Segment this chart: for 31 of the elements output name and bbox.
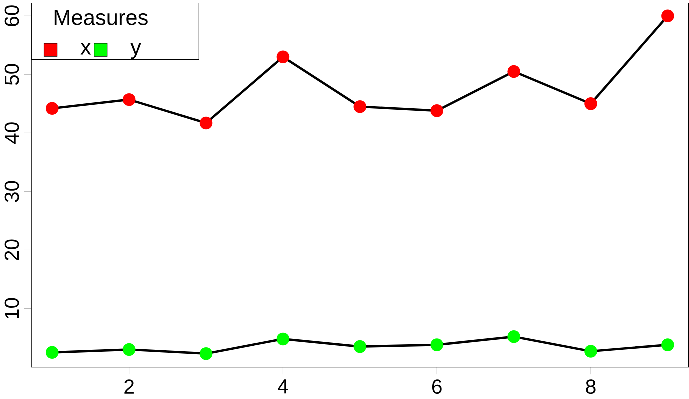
legend-title: Measures <box>54 10 148 26</box>
point <box>584 345 598 358</box>
point <box>200 116 213 130</box>
y-tick-label: 60 <box>4 6 20 26</box>
point <box>662 10 674 23</box>
point <box>276 332 290 346</box>
point <box>508 65 520 78</box>
point <box>354 340 367 354</box>
y-tick-label: 10 <box>4 298 20 319</box>
x-tick-label: 2 <box>124 380 134 394</box>
point <box>662 338 674 352</box>
point <box>46 346 59 360</box>
y-tick-label: 20 <box>4 240 20 261</box>
point <box>122 343 136 356</box>
point <box>122 93 136 106</box>
point <box>430 338 444 352</box>
point <box>430 104 444 118</box>
x-tick-label: 6 <box>432 380 442 394</box>
point <box>276 50 290 64</box>
x-tick-label: 8 <box>586 380 596 394</box>
point <box>46 102 59 116</box>
x-tick-label: 4 <box>278 380 288 394</box>
point <box>508 330 520 344</box>
y-tick-label: 30 <box>4 181 20 202</box>
point <box>354 100 367 114</box>
y-tick-label: 50 <box>4 64 20 86</box>
point <box>200 347 213 360</box>
legend-label: x <box>80 43 92 55</box>
point <box>584 98 598 110</box>
legend-label: y <box>130 43 142 60</box>
y-tick-label: 40 <box>4 122 20 144</box>
